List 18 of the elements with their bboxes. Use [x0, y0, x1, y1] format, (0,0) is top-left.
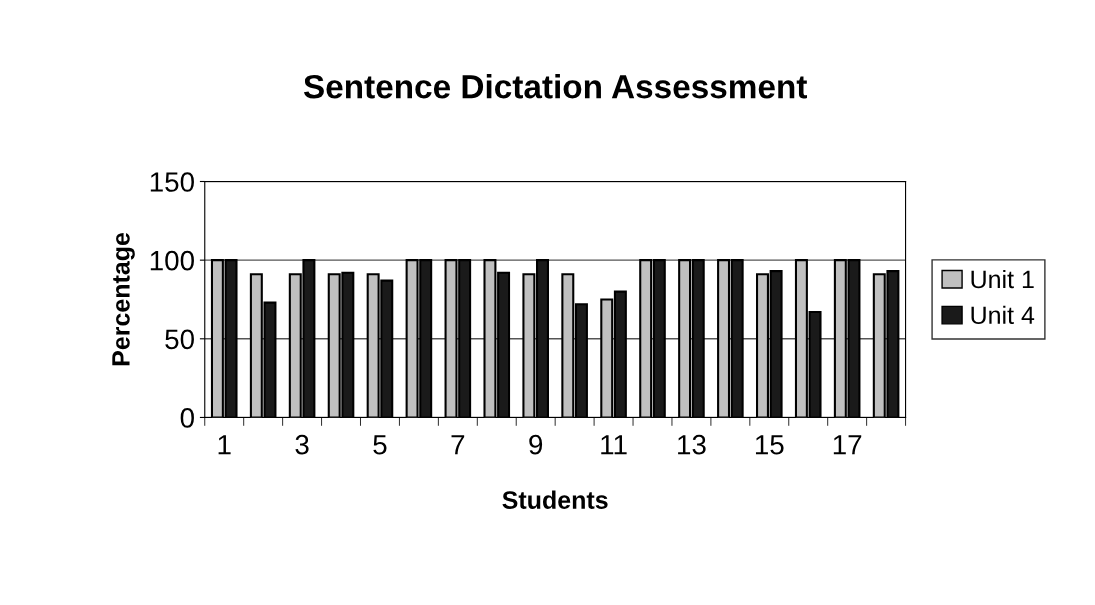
legend-label: Unit 1	[971, 269, 1034, 289]
x-tick-label: 17	[833, 435, 862, 455]
x-tick-label: 9	[529, 434, 543, 455]
x-tick-label: 13	[678, 434, 706, 455]
chart-title: Sentence Dictation Assessment	[303, 74, 808, 99]
y-tick-label: 100	[150, 250, 194, 271]
y-tick-label: 0	[180, 408, 194, 428]
x-tick-label: 7	[451, 435, 465, 455]
x-tick-label: 11	[601, 435, 627, 455]
y-axis-title: Percentage	[112, 232, 135, 366]
x-tick-label: 15	[755, 435, 784, 455]
legend-label: Unit 4	[971, 305, 1035, 325]
y-tick-label: 150	[150, 172, 194, 192]
x-tick-label: 3	[295, 434, 309, 455]
x-tick-label: 5	[373, 435, 387, 455]
y-tick-label: 50	[165, 329, 194, 350]
x-axis-title: Students	[502, 490, 608, 509]
x-tick-label: 1	[218, 435, 231, 455]
